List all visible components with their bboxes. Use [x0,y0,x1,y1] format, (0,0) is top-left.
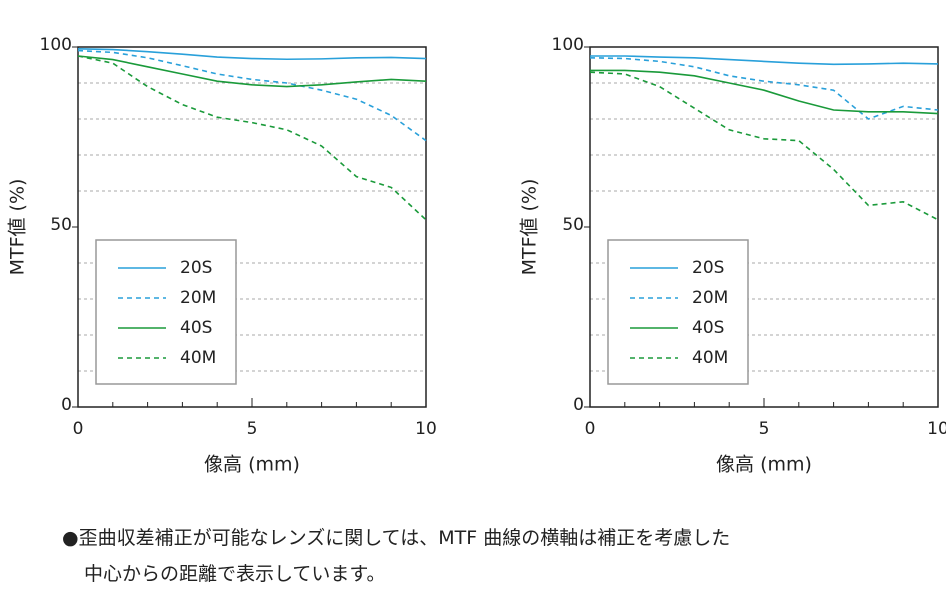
series-line [589,57,939,120]
page: 0 50 100 0 5 10 像高 (mm) MTF値 (%) 20S 20M 40S 40M 0 50… [6,35,946,585]
x-tick-label: 10 [927,419,946,439]
y-tick-label: 100 [40,35,72,55]
legend-label: 40S [692,318,724,338]
y-axis-label: MTF値 (%) [519,179,541,276]
x-tick-label: 0 [73,419,84,439]
legend-box [607,239,749,385]
y-tick-label: 0 [61,395,72,415]
y-tick-label: 50 [50,215,72,235]
series-line [77,55,427,221]
legend-label: 20S [692,258,724,278]
y-axis-label: MTF値 (%) [7,179,29,276]
x-tick-label: 5 [247,419,258,439]
plot-frame [77,46,427,408]
plot-frame [589,46,939,408]
legend-box [95,239,237,385]
y-tick-label: 100 [552,35,584,55]
note-line: ●歪曲収差補正が可能なレンズに関しては、MTF 曲線の横軸は補正を考慮した [62,527,731,549]
legend-label: 40S [180,318,212,338]
legend-label: 20S [180,258,212,278]
series-line [589,71,939,221]
y-tick-label: 0 [573,395,584,415]
legend-label: 20M [180,288,216,308]
note-line: 中心からの距離で表示しています。 [84,563,386,585]
x-axis-label: 像高 (mm) [204,454,300,476]
series-line [590,55,939,66]
y-tick-label: 50 [562,215,584,235]
series-line [590,69,939,115]
x-tick-label: 10 [415,419,437,439]
legend-label: 40M [692,348,728,368]
series-line [77,49,427,142]
legend-label: 20M [692,288,728,308]
series-line [77,55,427,88]
legend-label: 40M [180,348,216,368]
x-tick-label: 5 [759,419,770,439]
x-axis-label: 像高 (mm) [716,454,812,476]
x-tick-label: 0 [585,419,596,439]
series-line [77,48,427,61]
footnote: ●歪曲収差補正が可能なレンズに関しては、MTF 曲線の横軸は補正を考慮した 中心… [62,520,730,592]
